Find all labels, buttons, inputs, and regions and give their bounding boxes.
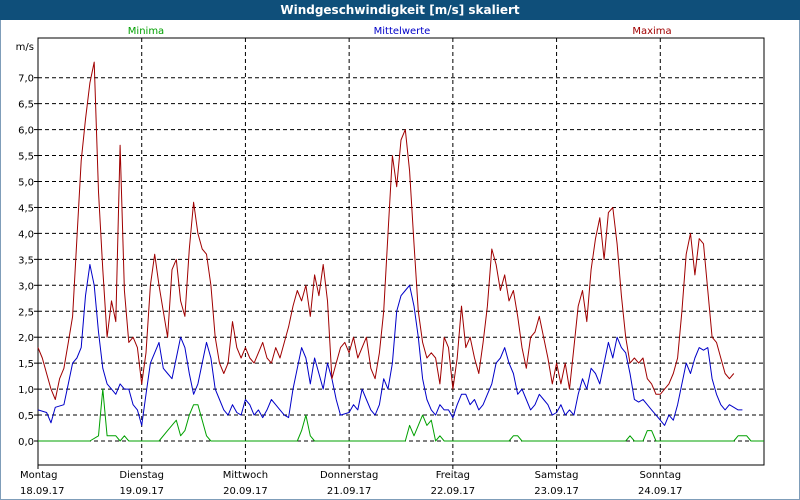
y-tick-label: 6,5 [18, 100, 34, 111]
x-tick-weekday: Sonntag [640, 470, 682, 481]
legend-entry-maxima: Maxima [632, 26, 671, 37]
x-tick-date: 19.09.17 [119, 486, 164, 497]
x-tick-date: 24.09.17 [638, 486, 683, 497]
legend-entry-mittelwerte: Mittelwerte [374, 26, 431, 37]
y-axis-label: m/s [16, 42, 34, 53]
x-tick-weekday: Dienstag [119, 470, 164, 481]
x-tick-date: 18.09.17 [20, 486, 65, 497]
x-tick-weekday: Freitag [436, 470, 470, 481]
series-line-minima [38, 388, 764, 442]
plot-border [37, 37, 765, 466]
axes [34, 37, 765, 469]
legend-entry-minima: Minima [128, 26, 164, 37]
x-tick-date: 20.09.17 [223, 486, 268, 497]
data-series [37, 61, 764, 442]
y-tick-label: 3,5 [18, 255, 34, 266]
y-tick-label: 6,0 [18, 126, 34, 137]
y-tick-label: 2,0 [18, 333, 34, 344]
y-tick-label: 5,0 [18, 178, 34, 189]
x-tick-weekday: Samstag [535, 470, 579, 481]
series-line-maxima [37, 61, 735, 400]
x-tick-date: 23.09.17 [534, 486, 579, 497]
window-title: Windgeschwindigkeit [m/s] skaliert [0, 0, 800, 20]
grid-lines [38, 38, 764, 465]
axis-labels: 0,0 0,5 1,0 1,5 2,0 2,5 3,0 3,5 4,0 4,5 5,0 5,5 6,0 6… [16, 42, 683, 497]
y-tick-label: 7,0 [18, 74, 34, 85]
x-tick-weekday: Mittwoch [223, 470, 268, 481]
y-tick-label: 1,0 [18, 385, 34, 396]
y-tick-label: 2,5 [18, 307, 34, 318]
y-tick-label: 3,0 [18, 281, 34, 292]
y-tick-label: 5,5 [18, 152, 34, 163]
x-tick-date: 21.09.17 [327, 486, 372, 497]
y-tick-label: 4,0 [18, 229, 34, 240]
y-tick-label: 1,5 [18, 359, 34, 370]
x-tick-weekday: Montag [20, 470, 57, 481]
y-tick-label: 0,0 [18, 437, 34, 448]
x-tick-date: 22.09.17 [431, 486, 476, 497]
legend: Minima Mittelwerte Maxima [128, 26, 672, 37]
x-tick-weekday: Donnerstag [320, 470, 378, 481]
series-line-mittelwerte [37, 264, 743, 426]
y-tick-label: 4,5 [18, 203, 34, 214]
y-tick-label: 0,5 [18, 411, 34, 422]
